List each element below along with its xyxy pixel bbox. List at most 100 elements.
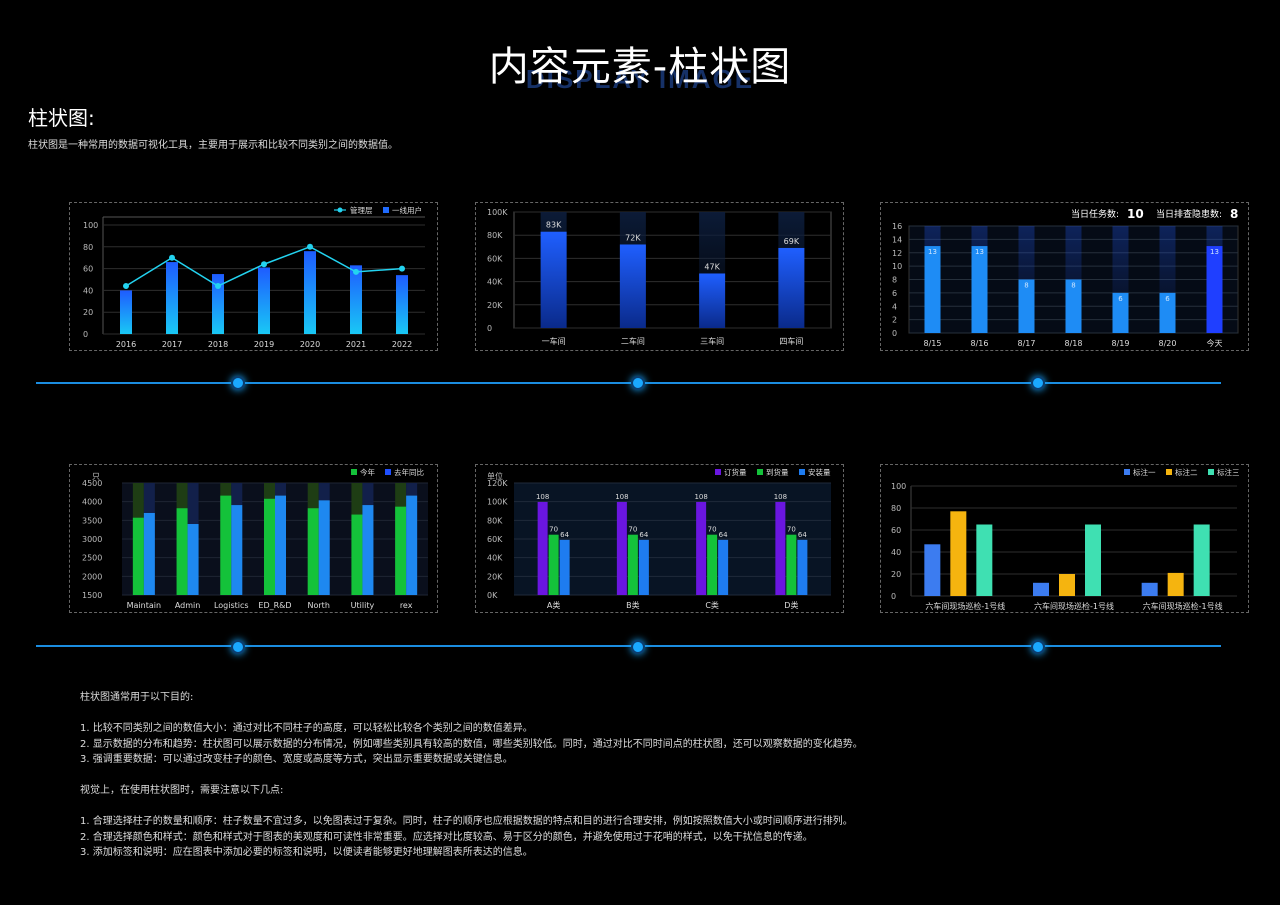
y-tick-label: 14	[892, 235, 902, 244]
timeline-node[interactable]	[231, 640, 245, 654]
notes-tip: 3. 添加标签和说明：应在图表中添加必要的标签和说明，以便读者能够更好地理解图表…	[80, 847, 533, 858]
bar-到货量	[786, 534, 797, 595]
bar-今年	[351, 514, 363, 595]
x-tick-label: 2019	[254, 340, 274, 349]
bar-data-label: 64	[560, 531, 569, 539]
line-point	[399, 265, 405, 272]
y-tick-label: 120K	[487, 479, 508, 488]
bar-标注一	[924, 544, 941, 596]
x-tick-label: 8/20	[1159, 339, 1177, 348]
legend-marker	[1208, 469, 1214, 475]
y-tick-label: 100K	[487, 498, 508, 507]
chart-panel-tasks: 当日任务数: 10 当日排查隐患数: 8 0 2 4 6 8 10 12 14 16 13 8/15 13 8/…	[880, 202, 1249, 351]
x-tick-label: 六车间现场巡检-1号线	[925, 601, 1005, 611]
section-title: 柱状图:	[28, 106, 95, 130]
bar	[540, 231, 567, 328]
y-tick-label: 16	[892, 222, 902, 231]
timeline-node[interactable]	[631, 640, 645, 654]
timeline-node[interactable]	[1031, 640, 1045, 654]
y-tick-label: 20K	[487, 572, 503, 581]
legend-label: 管理层	[350, 205, 373, 215]
legend-label: 一线用户	[392, 205, 422, 215]
bar-data-label: 6	[1118, 295, 1123, 303]
x-tick-label: 8/17	[1018, 339, 1036, 348]
y-tick-label: 0	[83, 330, 88, 339]
bar	[619, 244, 646, 328]
x-tick-label: 六车间现场巡检-1号线	[1034, 601, 1114, 611]
y-tick-label: 80	[891, 504, 901, 513]
y-tick-label: 0	[487, 324, 492, 333]
legend-label: 标注三	[1217, 467, 1240, 477]
y-tick-label: 2500	[82, 554, 102, 563]
bar-一线用户	[396, 275, 408, 334]
bar-订货量	[616, 501, 627, 595]
line-point	[353, 268, 359, 275]
bar-去年同比	[143, 512, 155, 595]
legend-label: 标注二	[1175, 467, 1198, 477]
legend-marker	[337, 207, 343, 213]
y-tick-label: 80K	[487, 231, 503, 240]
x-tick-label: 8/16	[971, 339, 989, 348]
y-tick-label: 3000	[82, 535, 102, 544]
y-tick-label: 2000	[82, 572, 102, 581]
bar-到货量	[548, 534, 559, 595]
bar-一线用户	[212, 274, 224, 334]
x-tick-label: 2018	[208, 340, 228, 349]
notes-purpose: 1. 比较不同类别之间的数值大小：通过对比不同柱子的高度，可以轻松比较各个类别之…	[80, 723, 533, 734]
legend-marker	[385, 469, 391, 475]
line-point	[169, 254, 175, 261]
timeline-node[interactable]	[231, 376, 245, 390]
stat-value: 8	[1230, 207, 1238, 221]
bar-今年	[264, 498, 275, 595]
bar-今年	[176, 508, 188, 595]
chart-panel-workshop: 0 20K 40K 60K 80K 100K 83K 一车间 72K 二车间 47K 三车间 69K 四车…	[475, 202, 844, 351]
x-tick-label: 8/15	[924, 339, 942, 348]
line-point	[123, 283, 129, 290]
y-tick-label: 40	[83, 286, 93, 295]
bar-一线用户	[304, 251, 316, 334]
bar	[1159, 292, 1176, 333]
bar-data-label: 72K	[625, 233, 641, 242]
x-tick-label: Maintain	[127, 601, 161, 610]
bar-去年同比	[362, 505, 374, 595]
bar-安装量	[718, 539, 729, 595]
y-axis-unit: 只	[92, 472, 100, 481]
chart-panel-departments: 只 1500 2000 2500 3000 3500 4000 4500 Maintain Adm…	[69, 464, 438, 613]
y-tick-label: 80	[83, 243, 93, 252]
timeline-node[interactable]	[1031, 376, 1045, 390]
bar-data-label: 108	[615, 493, 628, 501]
bar-data-label: 47K	[704, 262, 720, 271]
bar-标注一	[1033, 582, 1049, 596]
legend-marker	[351, 469, 357, 475]
bar-data-label: 83K	[546, 221, 562, 230]
y-tick-label: 80K	[487, 516, 503, 525]
bar-data-label: 13	[975, 248, 984, 256]
x-tick-label: North	[308, 601, 330, 610]
bar	[1065, 279, 1082, 333]
legend-label: 今年	[360, 467, 375, 477]
legend-label: 标注一	[1133, 467, 1156, 477]
bar-data-label: 13	[928, 248, 937, 256]
bar-data-label: 108	[536, 493, 549, 501]
x-tick-label: 2022	[392, 340, 412, 349]
x-tick-label: 二车间	[621, 336, 645, 346]
x-tick-label: B类	[626, 600, 640, 610]
x-tick-label: Utility	[351, 601, 375, 610]
y-tick-label: 0K	[487, 591, 498, 600]
bar-今年	[220, 495, 232, 595]
bar-安装量	[559, 539, 570, 595]
x-tick-label: 2017	[162, 340, 182, 349]
bar-data-label: 64	[719, 531, 728, 539]
bar-标注二	[950, 511, 967, 596]
bar-标注三	[1085, 524, 1101, 596]
y-tick-label: 0	[892, 329, 897, 338]
timeline-node[interactable]	[631, 376, 645, 390]
y-tick-label: 6	[892, 289, 897, 298]
y-tick-label: 20K	[487, 301, 503, 310]
y-tick-label: 4000	[82, 498, 102, 507]
bar-去年同比	[187, 524, 199, 595]
bar-标注二	[1059, 574, 1075, 596]
bar-安装量	[638, 539, 649, 595]
timeline-bottom	[36, 645, 1221, 647]
bar-data-label: 70	[628, 526, 637, 534]
